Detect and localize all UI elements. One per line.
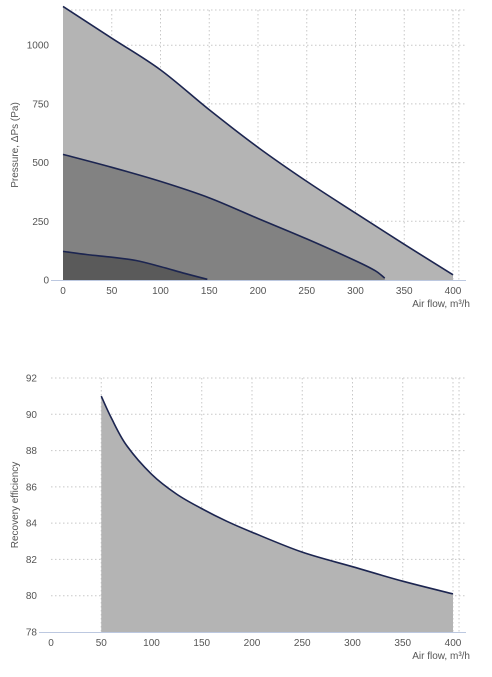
- x-tick-label: 400: [445, 638, 462, 649]
- x-axis-title: Air flow, m³/h: [412, 299, 470, 310]
- y-tick-label: 78: [26, 628, 38, 639]
- y-tick-label: 80: [26, 591, 38, 602]
- x-tick-label: 300: [347, 286, 364, 297]
- x-tick-label: 150: [193, 638, 210, 649]
- series-area-0: [101, 396, 453, 632]
- x-tick-label: 200: [244, 638, 261, 649]
- y-tick-label: 90: [26, 410, 38, 421]
- x-tick-label: 0: [60, 286, 66, 297]
- y-tick-label: 84: [26, 519, 38, 530]
- y-axis-title: Pressure, ΔPs (Pa): [10, 102, 21, 188]
- series-area-1: [63, 154, 385, 280]
- efficiency-chart: 0 50 100 150 200 250 300 350 400 78 80 82 84 86 88 90 92…: [10, 374, 470, 663]
- series-line-1: [62, 153, 386, 279]
- pressure-chart: 0 50 100 150 200 250 300 350 400 0 250 500 750 1000 Ai…: [10, 5, 470, 310]
- series-line-0: [62, 5, 454, 276]
- series-area-2: [63, 251, 208, 280]
- x-tick-label: 350: [396, 286, 413, 297]
- y-tick-label: 82: [26, 555, 38, 566]
- x-tick-label: 150: [201, 286, 218, 297]
- x-tick-label: 50: [96, 638, 108, 649]
- x-tick-label: 250: [294, 638, 311, 649]
- x-tick-label: 50: [106, 286, 118, 297]
- x-tick-label: 300: [344, 638, 361, 649]
- x-tick-label: 400: [445, 286, 462, 297]
- y-tick-label: 92: [26, 374, 38, 385]
- y-tick-label: 1000: [27, 41, 50, 52]
- x-tick-label: 0: [48, 638, 54, 649]
- y-tick-label: 250: [32, 217, 49, 228]
- x-tick-label: 200: [250, 286, 267, 297]
- x-tick-label: 250: [298, 286, 315, 297]
- series-line-2: [62, 250, 208, 281]
- x-tick-label: 100: [152, 286, 169, 297]
- series-line-0: [100, 395, 454, 595]
- y-tick-label: 500: [32, 158, 49, 169]
- y-tick-label: 88: [26, 446, 38, 457]
- x-axis-title: Air flow, m³/h: [412, 651, 470, 662]
- y-tick-label: 86: [26, 482, 38, 493]
- y-axis-title: Recovery efficiency: [10, 462, 21, 549]
- x-tick-label: 350: [394, 638, 411, 649]
- y-tick-label: 750: [32, 99, 49, 110]
- y-tick-label: 0: [43, 276, 49, 287]
- x-tick-label: 100: [143, 638, 160, 649]
